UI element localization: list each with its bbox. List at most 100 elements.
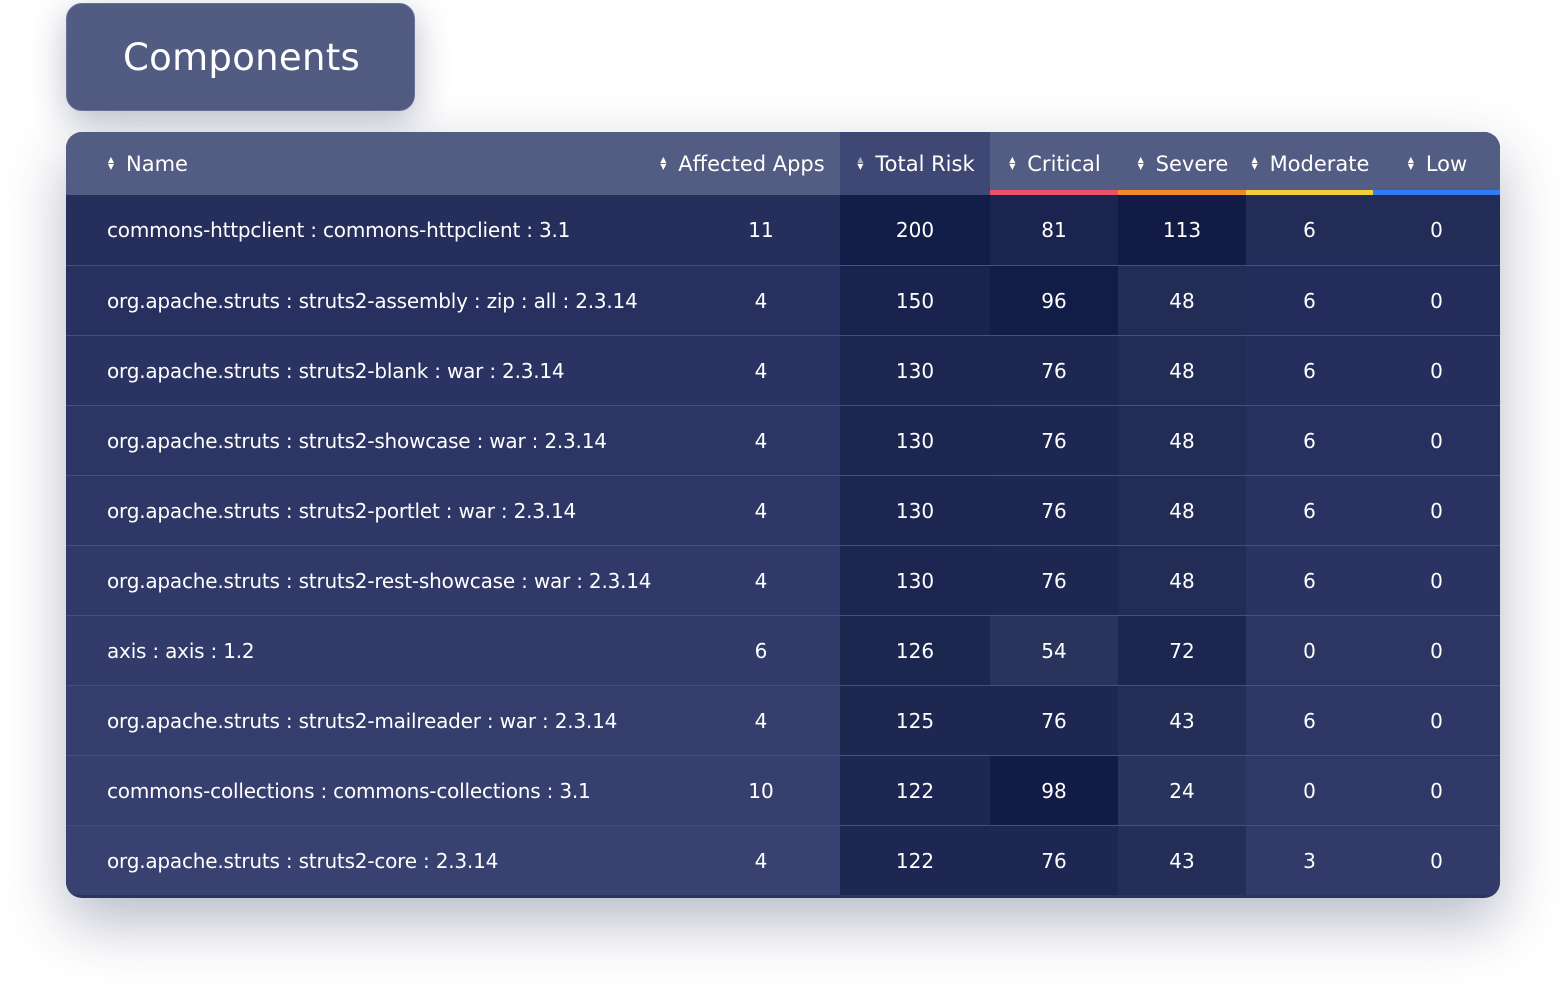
cell-name: org.apache.struts : struts2-mailreader :… xyxy=(107,708,618,733)
column-header-label: Severe xyxy=(1155,151,1229,176)
table-row[interactable]: org.apache.struts : struts2-core : 2.3.1… xyxy=(66,825,1500,895)
cell-name: org.apache.struts : struts2-showcase : w… xyxy=(107,428,607,453)
sort-icon: ▲ ▼ xyxy=(1137,154,1144,171)
cell-apps: 6 xyxy=(754,638,768,663)
table-header: ▲ ▼ Name ▲ ▼ Affected Apps ▲ ▼ Total Risk ▲… xyxy=(66,132,1500,195)
cell-name: commons-httpclient : commons-httpclient … xyxy=(107,218,571,242)
critical-accent-bar xyxy=(990,190,1118,195)
cell-apps: 11 xyxy=(748,218,774,242)
table-row[interactable]: org.apache.struts : struts2-assembly : z… xyxy=(66,265,1500,335)
cell-mod: 6 xyxy=(1246,546,1373,615)
cell-mod: 6 xyxy=(1246,336,1373,405)
cell-mod: 6 xyxy=(1246,195,1373,265)
cell-low: 0 xyxy=(1373,826,1500,895)
cell-sev: 43 xyxy=(1118,686,1246,755)
column-header-total-risk[interactable]: ▲ ▼ Total Risk xyxy=(840,132,990,195)
cell-risk: 122 xyxy=(840,826,990,895)
cell-crit: 81 xyxy=(990,195,1118,265)
cell-low: 0 xyxy=(1373,686,1500,755)
cell-crit: 76 xyxy=(990,406,1118,475)
cell-sev: 24 xyxy=(1118,756,1246,825)
column-header-label: Name xyxy=(126,151,188,176)
cell-sev: 43 xyxy=(1118,826,1246,895)
cell-risk: 130 xyxy=(840,476,990,545)
column-header-low[interactable]: ▲ ▼ Low xyxy=(1373,132,1500,195)
title-card: Components xyxy=(66,3,415,111)
cell-sev: 48 xyxy=(1118,336,1246,405)
cell-risk: 122 xyxy=(840,756,990,825)
table-row[interactable]: org.apache.struts : struts2-showcase : w… xyxy=(66,405,1500,475)
table-row[interactable]: org.apache.struts : struts2-rest-showcas… xyxy=(66,545,1500,615)
column-header-label: Affected Apps xyxy=(678,151,825,176)
page-title: Components xyxy=(123,36,361,79)
cell-name: org.apache.struts : struts2-assembly : z… xyxy=(107,288,638,313)
cell-risk: 200 xyxy=(840,195,990,265)
cell-sev: 72 xyxy=(1118,616,1246,685)
cell-low: 0 xyxy=(1373,406,1500,475)
column-header-label: Low xyxy=(1425,151,1468,176)
table-row[interactable]: commons-collections : commons-collection… xyxy=(66,755,1500,825)
cell-low: 0 xyxy=(1373,195,1500,265)
cell-low: 0 xyxy=(1373,336,1500,405)
sort-icon: ▲ ▼ xyxy=(660,154,667,171)
cell-risk: 130 xyxy=(840,336,990,405)
sort-icon: ▲ ▼ xyxy=(1251,154,1258,171)
cell-sev: 48 xyxy=(1118,476,1246,545)
cell-name: org.apache.struts : struts2-blank : war … xyxy=(107,358,565,383)
column-header-name[interactable]: ▲ ▼ Name xyxy=(66,132,682,195)
cell-mod: 6 xyxy=(1246,266,1373,335)
cell-risk: 130 xyxy=(840,406,990,475)
column-header-label: Total Risk xyxy=(875,151,975,176)
cell-crit: 76 xyxy=(990,686,1118,755)
cell-apps: 4 xyxy=(754,708,768,733)
cell-apps: 10 xyxy=(748,778,774,803)
cell-apps: 4 xyxy=(754,848,768,873)
cell-mod: 0 xyxy=(1246,616,1373,685)
cell-risk: 126 xyxy=(840,616,990,685)
cell-crit: 76 xyxy=(990,336,1118,405)
table-row[interactable]: org.apache.struts : struts2-blank : war … xyxy=(66,335,1500,405)
cell-apps: 4 xyxy=(754,358,768,383)
moderate-accent-bar xyxy=(1246,190,1373,195)
cell-risk: 150 xyxy=(840,266,990,335)
severe-accent-bar xyxy=(1118,190,1246,195)
cell-low: 0 xyxy=(1373,476,1500,545)
cell-crit: 98 xyxy=(990,756,1118,825)
cell-apps: 4 xyxy=(754,428,768,453)
sort-icon: ▲ ▼ xyxy=(1407,154,1414,171)
cell-sev: 48 xyxy=(1118,406,1246,475)
cell-crit: 54 xyxy=(990,616,1118,685)
table-row[interactable]: axis : axis : 1.2 6 126 54 72 0 0 xyxy=(66,615,1500,685)
cell-crit: 96 xyxy=(990,266,1118,335)
cell-crit: 76 xyxy=(990,546,1118,615)
column-header-label: Critical xyxy=(1027,151,1101,176)
cell-low: 0 xyxy=(1373,546,1500,615)
cell-sev: 48 xyxy=(1118,546,1246,615)
cell-mod: 6 xyxy=(1246,476,1373,545)
cell-apps: 4 xyxy=(754,288,768,313)
sort-icon: ▲ ▼ xyxy=(1009,154,1016,171)
table-row[interactable]: org.apache.struts : struts2-portlet : wa… xyxy=(66,475,1500,545)
cell-low: 0 xyxy=(1373,756,1500,825)
column-header-affected-apps[interactable]: ▲ ▼ Affected Apps xyxy=(643,132,840,195)
cell-mod: 3 xyxy=(1246,826,1373,895)
sort-desc-icon: ▲ ▼ xyxy=(857,154,864,171)
sort-icon: ▲ ▼ xyxy=(107,154,115,171)
table-row[interactable]: org.apache.struts : struts2-mailreader :… xyxy=(66,685,1500,755)
cell-low: 0 xyxy=(1373,616,1500,685)
column-header-critical[interactable]: ▲ ▼ Critical xyxy=(990,132,1118,195)
column-header-severe[interactable]: ▲ ▼ Severe xyxy=(1118,132,1246,195)
cell-name: org.apache.struts : struts2-portlet : wa… xyxy=(107,498,576,523)
cell-sev: 113 xyxy=(1118,195,1246,265)
cell-mod: 6 xyxy=(1246,406,1373,475)
column-header-moderate[interactable]: ▲ ▼ Moderate xyxy=(1246,132,1373,195)
table-row[interactable]: commons-httpclient : commons-httpclient … xyxy=(66,195,1500,265)
cell-risk: 125 xyxy=(840,686,990,755)
cell-mod: 0 xyxy=(1246,756,1373,825)
column-header-label: Moderate xyxy=(1269,151,1370,176)
cell-name: commons-collections : commons-collection… xyxy=(107,778,591,803)
low-accent-bar xyxy=(1373,190,1500,195)
cell-crit: 76 xyxy=(990,476,1118,545)
cell-risk: 130 xyxy=(840,546,990,615)
